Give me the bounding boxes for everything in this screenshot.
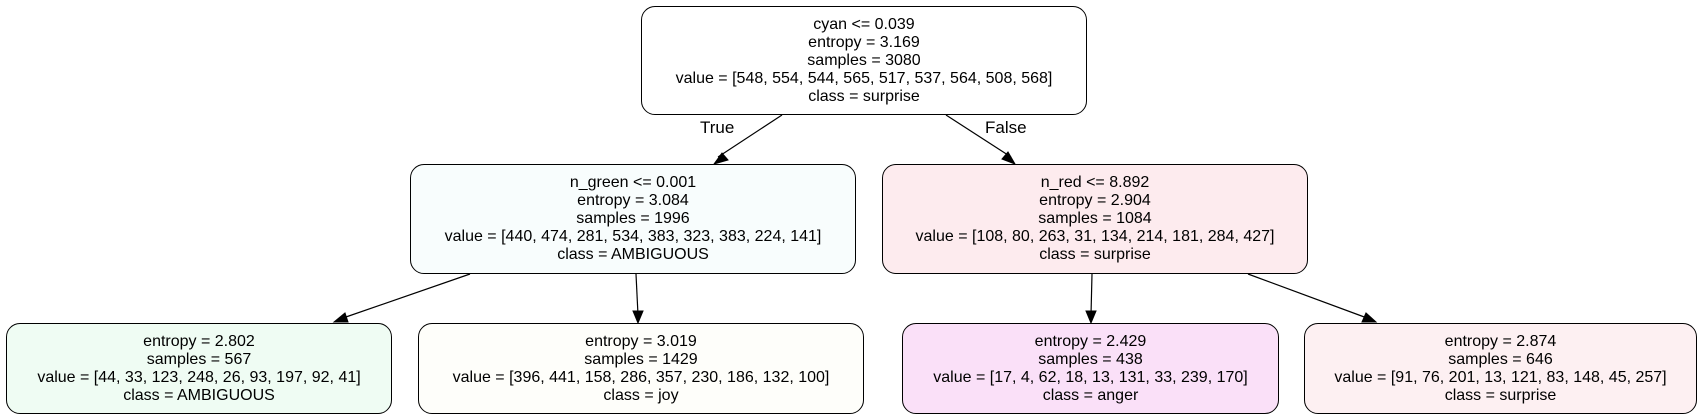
- node-samples: samples = 567: [146, 350, 252, 368]
- edge-right-to-leaf-4: [1247, 273, 1378, 323]
- edge-left-to-leaf-1: [332, 273, 471, 323]
- edge-root-to-left: [712, 114, 783, 165]
- node-value: value = [44, 33, 123, 248, 26, 93, 197, …: [37, 368, 361, 386]
- edge-root-to-right: [945, 114, 1017, 165]
- tree-node-left: n_green <= 0.001 entropy = 3.084 samples…: [410, 164, 856, 274]
- node-entropy: entropy = 2.429: [1034, 332, 1147, 350]
- node-split-rule: n_green <= 0.001: [569, 174, 697, 191]
- node-entropy: entropy = 2.904: [1039, 192, 1151, 209]
- node-class: class = AMBIGUOUS: [123, 386, 275, 404]
- node-class: class = anger: [1042, 386, 1139, 404]
- edge-label-true: True: [700, 118, 735, 137]
- node-value: value = [548, 554, 544, 565, 517, 537, 5…: [675, 69, 1053, 87]
- tree-leaf-4: entropy = 2.874 samples = 646 value = [9…: [1304, 323, 1697, 414]
- node-samples: samples = 438: [1038, 350, 1143, 368]
- node-class: class = surprise: [1444, 386, 1557, 404]
- node-samples: samples = 3080: [807, 51, 921, 69]
- edge-label-false: False: [985, 118, 1027, 137]
- tree-leaf-3: entropy = 2.429 samples = 438 value = [1…: [902, 323, 1279, 414]
- edge-left-to-leaf-2: [632, 273, 644, 325]
- node-entropy: entropy = 2.874: [1444, 332, 1557, 350]
- node-value: value = [440, 474, 281, 534, 383, 323, 3…: [444, 228, 822, 245]
- node-entropy: entropy = 3.019: [585, 332, 697, 350]
- node-samples: samples = 646: [1448, 350, 1553, 368]
- tree-node-right: n_red <= 8.892 entropy = 2.904 samples =…: [882, 164, 1308, 274]
- node-class: class = surprise: [808, 87, 920, 105]
- node-value: value = [17, 4, 62, 18, 13, 131, 33, 239…: [933, 368, 1248, 386]
- edge-right-to-leaf-3: [1085, 273, 1097, 325]
- node-class: class = AMBIGUOUS: [557, 246, 709, 263]
- node-class: class = surprise: [1039, 246, 1151, 263]
- tree-leaf-2: entropy = 3.019 samples = 1429 value = […: [418, 323, 864, 414]
- node-samples: samples = 1084: [1038, 210, 1152, 227]
- node-value: value = [91, 76, 201, 13, 121, 83, 148, …: [1334, 368, 1667, 386]
- tree-leaf-1: entropy = 2.802 samples = 567 value = [4…: [6, 323, 392, 414]
- node-samples: samples = 1996: [576, 210, 690, 227]
- node-entropy: entropy = 2.802: [143, 332, 255, 350]
- node-samples: samples = 1429: [584, 350, 698, 368]
- node-value: value = [396, 441, 158, 286, 357, 230, 1…: [452, 368, 830, 386]
- node-split-rule: n_red <= 8.892: [1040, 174, 1150, 191]
- node-value: value = [108, 80, 263, 31, 134, 214, 181…: [915, 228, 1275, 245]
- node-entropy: entropy = 3.169: [808, 33, 920, 51]
- node-entropy: entropy = 3.084: [577, 192, 689, 209]
- node-split-rule: cyan <= 0.039: [813, 15, 915, 33]
- node-class: class = joy: [603, 386, 679, 404]
- tree-node-root: cyan <= 0.039 entropy = 3.169 samples = …: [641, 6, 1087, 115]
